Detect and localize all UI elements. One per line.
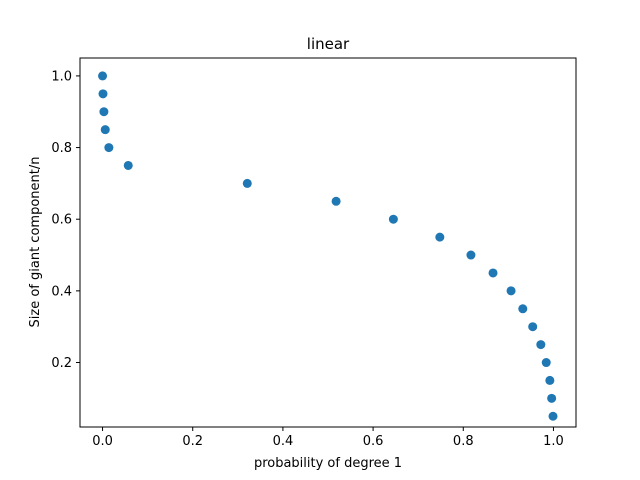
data-point-3 bbox=[100, 125, 110, 135]
data-point-11 bbox=[488, 268, 498, 278]
y-tick-label: 0.8 bbox=[51, 141, 72, 156]
data-point-2 bbox=[99, 107, 109, 117]
x-axis-ticks: 0.0 0.2 0.4 0.6 0.8 1.0 bbox=[92, 427, 564, 449]
data-points bbox=[98, 71, 558, 421]
data-point-19 bbox=[548, 411, 558, 421]
data-point-12 bbox=[506, 286, 516, 296]
y-axis-label: Size of giant component/n bbox=[28, 157, 43, 328]
data-point-15 bbox=[536, 340, 546, 350]
data-point-1 bbox=[98, 89, 108, 99]
data-point-18 bbox=[547, 393, 557, 403]
data-point-14 bbox=[528, 322, 538, 332]
data-point-7 bbox=[331, 196, 341, 206]
y-axis-ticks: 0.2 0.4 0.6 0.8 1.0 bbox=[51, 69, 80, 371]
data-point-13 bbox=[518, 304, 528, 314]
data-point-5 bbox=[123, 160, 133, 170]
x-axis-label: probability of degree 1 bbox=[254, 456, 402, 471]
data-point-9 bbox=[435, 232, 445, 242]
x-tick-label: 0.4 bbox=[273, 434, 294, 449]
y-tick-label: 0.4 bbox=[51, 284, 72, 299]
data-point-6 bbox=[242, 178, 252, 188]
y-tick-label: 0.6 bbox=[51, 213, 72, 228]
x-tick-label: 0.6 bbox=[363, 434, 384, 449]
x-tick-label: 0.2 bbox=[182, 434, 203, 449]
x-tick-label: 0.0 bbox=[92, 434, 113, 449]
y-tick-label: 1.0 bbox=[51, 69, 72, 84]
chart-title: linear bbox=[307, 35, 350, 53]
y-tick-label: 0.2 bbox=[51, 356, 72, 371]
data-point-17 bbox=[545, 375, 555, 385]
x-tick-label: 0.8 bbox=[453, 434, 474, 449]
data-point-4 bbox=[104, 143, 114, 153]
data-point-8 bbox=[388, 214, 398, 224]
plot-frame bbox=[79, 57, 577, 428]
data-point-10 bbox=[466, 250, 476, 260]
x-tick-label: 1.0 bbox=[543, 434, 564, 449]
data-point-16 bbox=[541, 358, 551, 368]
data-point-0 bbox=[98, 71, 108, 81]
